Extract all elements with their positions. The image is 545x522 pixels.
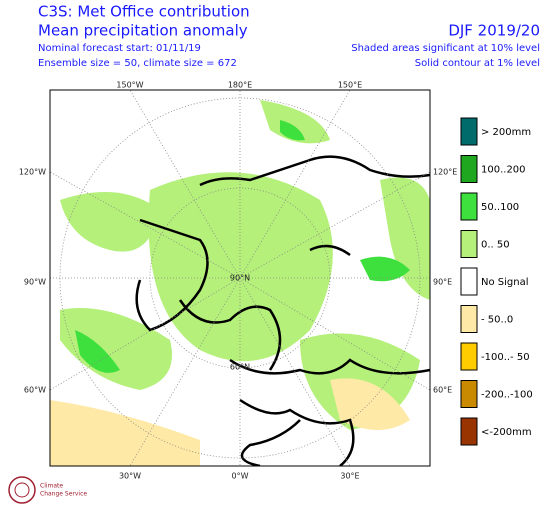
note-shaded: Shaded areas significant at 10% level <box>351 43 540 54</box>
legend-label: -100..- 50 <box>481 352 530 363</box>
inner-label: 60°N <box>230 363 250 372</box>
forecast-start: Nominal forecast start: 01/11/19 <box>38 43 201 54</box>
logo: Climate Change Service <box>8 476 87 504</box>
logo-text: Climate <box>40 483 63 490</box>
season: DJF 2019/20 <box>448 22 540 40</box>
legend-swatch <box>460 117 478 146</box>
lon-label: 0°W <box>232 472 249 481</box>
legend-swatch <box>460 417 478 446</box>
axis-labels: 150°W 180°E 150°E 30°W 0°W 30°E 120°W 90°W 60°W 1… <box>19 81 458 481</box>
legend-label: -200..-100 <box>481 390 533 401</box>
lat-label: 60°E <box>433 386 452 395</box>
legend-swatch <box>460 267 478 296</box>
legend-swatch <box>460 305 478 333</box>
lat-label: 90°W <box>24 278 46 287</box>
lat-label: 120°E <box>433 168 457 177</box>
legend-label: 100..200 <box>481 165 526 176</box>
title: C3S: Met Office contribution <box>38 3 250 21</box>
subtitle: Mean precipitation anomaly <box>38 22 248 40</box>
legend-label: 0.. 50 <box>481 240 510 251</box>
legend-swatch <box>460 192 478 221</box>
note-contour: Solid contour at 1% level <box>415 58 540 69</box>
lon-label: 180°E <box>228 81 252 90</box>
legend-label: > 200mm <box>481 127 531 138</box>
legend-swatch <box>460 230 478 258</box>
lat-label: 90°E <box>433 278 452 287</box>
lon-label: 30°W <box>119 472 141 481</box>
ensemble: Ensemble size = 50, climate size = 672 <box>38 58 237 69</box>
logo-text: Change Service <box>40 491 87 498</box>
lon-label: 150°E <box>338 81 362 90</box>
lon-label: 30°E <box>340 472 359 481</box>
legend-label: 50..100 <box>481 202 519 213</box>
legend-label: - 50..0 <box>481 315 513 326</box>
inner-label: 90°N <box>230 274 250 283</box>
legend: > 200mm 100..200 50..100 0.. 50 No Signal - 5… <box>460 117 533 446</box>
lat-label: 60°W <box>24 386 46 395</box>
lat-label: 120°W <box>19 168 46 177</box>
lon-label: 150°W <box>116 81 143 90</box>
legend-swatch <box>460 342 478 371</box>
legend-label: <-200mm <box>481 427 532 438</box>
legend-swatch <box>460 155 478 183</box>
legend-swatch <box>460 380 478 408</box>
map <box>49 89 431 467</box>
legend-label: No Signal <box>481 277 529 288</box>
